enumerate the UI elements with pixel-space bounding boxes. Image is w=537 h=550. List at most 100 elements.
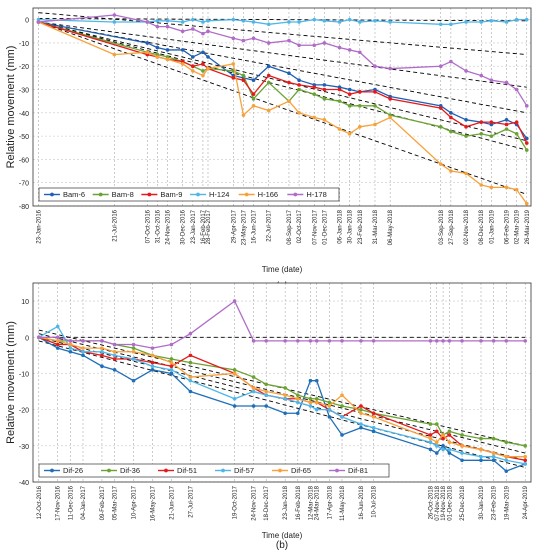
data-point	[479, 73, 484, 78]
data-point	[266, 108, 271, 113]
data-point	[322, 83, 327, 87]
data-point	[112, 13, 117, 17]
data-point	[504, 20, 509, 24]
data-point	[312, 92, 317, 96]
data-point	[357, 104, 362, 108]
data-point	[81, 339, 85, 343]
data-point	[479, 131, 484, 136]
data-point	[441, 447, 445, 452]
legend-marker	[221, 468, 225, 473]
data-point	[297, 83, 301, 87]
data-point	[232, 368, 237, 372]
data-point	[55, 339, 60, 343]
x-tick-label: 28-Feb-2017	[206, 209, 212, 244]
data-point	[449, 129, 453, 134]
data-point	[295, 400, 300, 405]
data-point	[479, 436, 483, 441]
data-point	[322, 19, 327, 23]
data-point	[524, 17, 529, 22]
data-point	[68, 349, 73, 354]
legend-marker	[335, 468, 339, 473]
data-point	[504, 454, 509, 459]
data-point	[359, 422, 363, 426]
data-point	[266, 73, 271, 78]
data-point	[464, 134, 468, 138]
data-point	[314, 378, 319, 383]
data-point	[206, 55, 210, 59]
y-tick-label: -80	[19, 204, 29, 211]
x-tick-label: 26-Mar-2019	[525, 209, 531, 244]
data-point	[434, 440, 439, 445]
data-point	[264, 393, 269, 397]
data-point	[36, 20, 41, 24]
data-point	[447, 429, 452, 434]
x-tick-label: 17-Nov-2016	[56, 485, 62, 520]
data-point	[100, 364, 104, 369]
data-point	[491, 454, 496, 459]
x-tick-label: 30-Dec-2016	[181, 209, 187, 244]
data-point	[489, 19, 494, 23]
data-point	[438, 64, 443, 69]
data-point	[191, 69, 195, 73]
data-point	[266, 64, 271, 69]
data-point	[165, 24, 170, 29]
data-point	[373, 90, 377, 94]
legend-label: Bam-9	[160, 190, 182, 199]
legend-marker	[50, 468, 54, 473]
data-point	[523, 454, 528, 459]
data-point	[441, 444, 445, 448]
data-point	[428, 422, 433, 426]
data-point	[201, 73, 205, 78]
data-point	[438, 162, 443, 166]
x-tick-label: 22-Jul-2017	[267, 209, 273, 241]
data-point	[491, 436, 496, 441]
data-point	[460, 458, 464, 463]
data-point	[373, 104, 377, 108]
data-point	[251, 375, 256, 379]
axes-frame	[32, 7, 532, 207]
y-tick-label: 10	[21, 299, 29, 306]
data-point	[68, 339, 73, 343]
legend-label: H-124	[209, 190, 229, 199]
data-point	[504, 80, 509, 85]
legend-label: Bam-8	[112, 190, 134, 199]
data-point	[131, 349, 136, 354]
x-tick-label: 16-Jun-2018	[359, 485, 365, 519]
data-point	[434, 444, 439, 448]
data-point	[308, 404, 313, 408]
data-point	[388, 20, 392, 24]
data-point	[188, 378, 193, 383]
y-tick-label: -50	[19, 134, 29, 141]
data-point	[489, 78, 494, 83]
x-tick-label: 07-Nov-2018	[435, 485, 441, 520]
data-point	[201, 62, 205, 66]
legend-box	[38, 187, 340, 202]
x-tick-label: 06-May-2018	[388, 209, 394, 245]
data-point	[524, 148, 529, 152]
data-point	[232, 396, 237, 401]
x-tick-label: 10-Apr-2017	[132, 485, 138, 519]
data-point	[241, 19, 246, 23]
data-point	[428, 440, 433, 445]
data-point	[295, 411, 300, 416]
data-point	[359, 404, 363, 408]
series-line-dif-65	[38, 336, 526, 458]
data-point	[206, 19, 210, 23]
data-point	[489, 185, 494, 190]
data-point	[441, 433, 445, 437]
data-point	[312, 85, 317, 89]
data-point	[479, 20, 484, 24]
data-point	[327, 415, 332, 419]
data-point	[388, 66, 392, 71]
data-point	[287, 71, 291, 76]
data-point	[155, 45, 160, 50]
legend-box	[38, 463, 390, 478]
data-point	[388, 97, 392, 101]
data-point	[251, 92, 256, 96]
x-tick-label: 31-Oct-2016	[155, 209, 161, 243]
data-point	[314, 396, 319, 401]
data-point	[347, 92, 352, 96]
data-point	[112, 357, 117, 361]
y-axis-label: Relative movement (mm)	[5, 321, 17, 444]
x-tick-label: 11-May-2018	[340, 485, 346, 521]
